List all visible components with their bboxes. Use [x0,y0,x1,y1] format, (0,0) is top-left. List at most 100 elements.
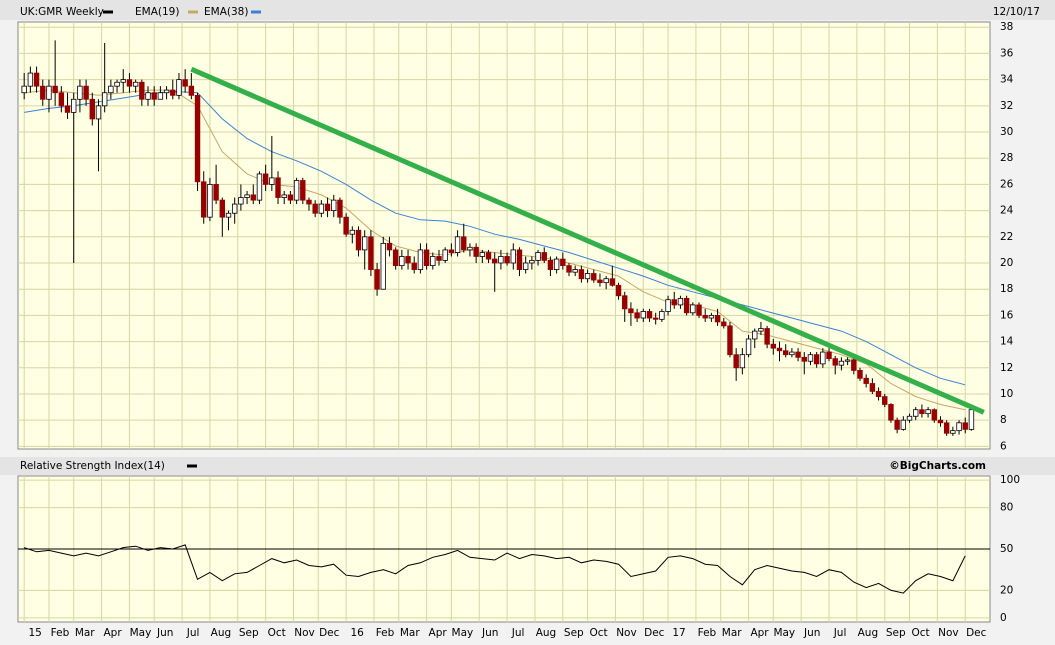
candle-body [640,311,646,319]
candle-body [665,299,671,312]
candle-body [194,94,201,183]
candle-body [882,396,888,405]
candle-body [931,409,937,421]
candle-body [343,216,349,235]
x-tick-label: May [452,627,474,639]
candle-body [572,269,578,273]
candle-body [176,79,182,96]
candle-body [566,265,572,273]
candle-body [739,354,746,369]
candle-body [950,430,956,434]
candle-body [324,203,331,212]
candle-body [622,295,628,310]
x-tick-label: Mar [400,627,420,639]
candle-body [368,236,374,270]
candle-body [652,317,659,320]
x-tick-label: 16 [350,627,364,639]
candle-body [702,314,708,319]
candle-body [863,377,869,384]
candle-body [522,262,529,270]
candle-body [714,314,721,323]
x-tick-label: Dec [966,627,987,639]
x-tick-label: Sep [239,627,259,639]
x-tick-label: Feb [376,627,395,639]
candle-body [758,328,764,332]
y-tick-label: 14 [1000,336,1014,348]
x-tick-label: Apr [103,627,122,639]
candle-body [33,72,40,87]
candle-body [919,409,925,415]
candle-body [269,177,275,185]
x-tick-label: Aug [858,627,879,639]
candle-body [120,79,126,83]
candle-body [461,236,467,251]
y-tick-label: 22 [1000,231,1013,243]
candle-body [83,85,89,100]
x-tick-label: 15 [29,627,42,639]
candle-body [201,181,207,218]
candle-body [430,256,436,267]
candle-body [238,197,244,205]
x-tick-label: Dec [319,627,340,639]
grid [18,22,990,622]
candle-body [485,252,492,260]
candle-body [838,360,845,366]
candle-body [832,358,838,366]
candle-body [287,194,294,201]
candle-body [857,370,863,379]
y-tick-label: 20 [1000,584,1013,596]
x-tick-label: Nov [294,627,315,639]
marks [18,40,990,594]
x-tick-label: Jul [186,627,200,639]
candle-body [182,79,188,87]
candle-body [937,419,944,424]
y-tick-label: 50 [1000,543,1013,555]
candle-body [114,81,120,87]
y-tick-label: 10 [1000,388,1013,400]
candle-body [894,419,900,430]
candle-body [231,203,238,214]
candle-body [492,258,498,264]
candle-body [851,359,857,371]
y-tick-label: 24 [1000,205,1014,217]
candle-body [225,212,232,218]
y-tick-label: 20 [1000,257,1013,269]
candle-body [213,184,219,201]
candle-body [89,98,95,120]
x-tick-label: Apr [750,627,769,639]
candle-body [677,297,684,306]
x-tick-label: Jun [481,627,498,639]
candle-body [362,236,368,251]
candle-body [764,328,770,345]
candle-body [807,354,814,362]
candle-body [516,249,523,270]
candle-body [782,350,789,356]
candle-body [727,325,733,356]
candle-body [386,242,393,251]
x-tick-label: Oct [268,627,286,639]
legend-label: EMA(38) [204,6,248,18]
candle-body [913,409,919,417]
candle-body [244,194,250,198]
x-tick-label: Dec [644,627,665,639]
candle-body [479,252,486,257]
candle-body [417,249,424,270]
candle-body [40,85,46,100]
candle-body [801,356,807,362]
candle-body [151,92,157,100]
candle-body [900,419,907,430]
candle-body [392,249,399,267]
candle-body [906,415,913,421]
x-tick-label: Nov [938,627,959,639]
candle-body [789,351,795,356]
x-tick-label: Jun [803,627,820,639]
candle-body [262,173,269,185]
candle-body [535,252,541,261]
rsi-title: Relative Strength Index(14) [20,460,165,472]
candle-body [139,81,145,100]
y-tick-label: 34 [1000,74,1014,86]
candle-body [132,81,139,87]
candle-body [498,256,504,264]
candle-body [101,92,108,107]
candle-body [467,246,473,251]
